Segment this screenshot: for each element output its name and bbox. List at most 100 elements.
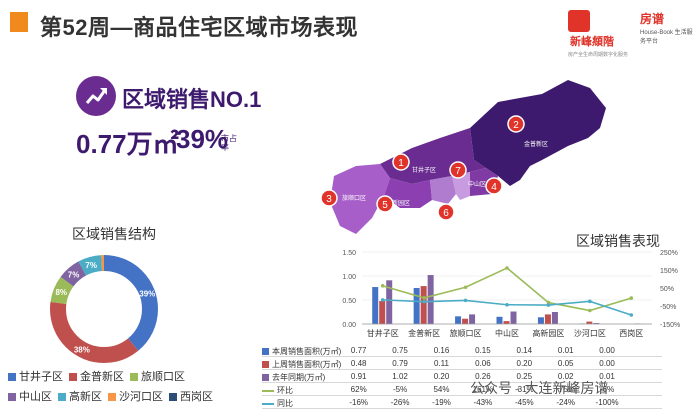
table-cell: -45% (514, 398, 534, 407)
table-cell: 0.20 (433, 372, 450, 381)
y2-axis-tick-label: 250% (660, 250, 678, 257)
donut-data-label: 39% (139, 289, 155, 298)
map-label-lvshun: 旅顺口区 (342, 194, 366, 202)
table-cell: 161% (472, 385, 494, 394)
bar-last-week (503, 321, 510, 324)
table-cell: 0.25 (516, 372, 533, 381)
bar-this-week (455, 316, 462, 324)
donut-legend-item: 沙河口区 (108, 388, 163, 404)
sales-data-table: 本周销售面积(万㎡) 0.77 0.75 0.16 0.15 0.14 0.01 0.00 上周… (262, 344, 662, 409)
table-cell: -26% (390, 398, 410, 407)
table-cell: 0.01 (599, 372, 615, 381)
district-shahekou (430, 176, 456, 204)
line-point (505, 266, 509, 270)
top-district-market-share: 39% (176, 124, 229, 154)
donut-data-label: 7% (85, 261, 97, 270)
brand-logo-text: 新峰頫階 (570, 35, 614, 48)
y2-axis-tick-label: 150% (660, 268, 678, 275)
brand-logo-housebook: 房谱 House-Book 生活服务平台 (640, 10, 696, 45)
legend-swatch (69, 373, 77, 382)
legend-swatch (8, 373, 16, 382)
svg-text:2: 2 (513, 120, 519, 131)
table-row-label: 去年同期(万㎡) (262, 372, 362, 383)
legend-swatch (58, 393, 66, 402)
line-point (422, 299, 426, 304)
line-point (380, 298, 385, 302)
donut-legend-item: 甘井子区 (8, 368, 63, 384)
district-gaoxin (384, 178, 432, 208)
donut-slice (50, 255, 158, 363)
table-cell: -31% (514, 385, 534, 394)
table-row: 去年同期(万㎡) 0.91 1.02 0.20 0.26 0.25 0.02 0.01 (262, 370, 662, 383)
legend-label: 高新区 (69, 391, 102, 403)
bar-this-week (496, 316, 503, 324)
table-cell: 0.14 (516, 346, 533, 355)
legend-label: 旅顺口区 (141, 371, 185, 383)
table-cell: -75% (556, 385, 576, 394)
line-point (380, 284, 385, 288)
line-point (629, 296, 634, 300)
table-cell: 1.02 (392, 372, 408, 381)
rank-marker-7: 7 (449, 161, 467, 179)
sales-performance-chart: 0.00 0.50 1.00 1.50 -150% -50% 50% 150% 250% 甘井子区… (342, 250, 680, 338)
legend-label: 西岗区 (180, 391, 213, 403)
donut-legend-item: 西岗区 (169, 388, 213, 404)
table-cell: -6% (599, 385, 615, 394)
brand-logo-xinfeng: 新峰頫階 房产全生命周期数字化服务 (568, 10, 632, 58)
legend-label: 中山区 (19, 391, 52, 403)
y2-axis-tick-label: -50% (660, 304, 676, 311)
donut-data-label: 7% (68, 270, 80, 279)
table-row-label: 上周销售面积(万㎡) (262, 359, 362, 370)
rank-title: 区域销售NO.1 (122, 87, 262, 112)
bar-last-week (586, 321, 593, 324)
legend-swatch (130, 373, 138, 382)
y-axis-tick-label: 1.00 (342, 274, 356, 281)
bar-last-week (420, 286, 427, 324)
rank-marker-6: 6 (437, 203, 455, 221)
table-row-label-text: 同比 (277, 399, 293, 408)
rank-marker-4: 4 (485, 177, 503, 195)
table-cell: 0.75 (392, 346, 408, 355)
table-cell: 0.16 (433, 346, 450, 355)
x-axis-category-label: 甘井子区 (367, 328, 399, 338)
rank-marker-1: 1 (392, 153, 410, 171)
bar-last-week (379, 300, 386, 324)
table-row-label: 同比 (262, 398, 362, 409)
table-cell: 0.00 (599, 359, 615, 368)
brand-logo2-subtitle: House-Book 生活服务平台 (640, 30, 693, 45)
rank-marker-5: 5 (376, 195, 394, 213)
y-axis-tick-label: 0.50 (342, 298, 356, 305)
bar-this-week (413, 288, 420, 324)
legend-label: 沙河口区 (119, 391, 163, 403)
table-cell: -100% (595, 398, 619, 407)
table-row-legend-mark (262, 348, 269, 356)
donut-legend: 甘井子区 金普新区 旅顺口区中山区 高新区 沙河口区 西岗区 (8, 368, 228, 408)
y2-axis-tick-label: -150% (660, 322, 680, 329)
donut-slice (50, 255, 158, 363)
table-cell: 0.05 (557, 359, 574, 368)
x-axis-category-label: 沙河口区 (574, 328, 606, 338)
market-share-label: 市占率 (221, 134, 237, 152)
table-row-label: 本周销售面积(万㎡) (262, 346, 362, 357)
y2-axis-tick-label: 50% (660, 286, 674, 293)
table-row: 上周销售面积(万㎡) 0.48 0.79 0.11 0.06 0.20 0.05 0.00 (262, 357, 662, 370)
page-title: 第52周—商品住宅区域市场表现 (40, 15, 358, 40)
line-point (505, 302, 509, 307)
district-xigang (452, 172, 470, 200)
bar-last-year (510, 311, 517, 324)
donut-legend-item: 高新区 (58, 388, 102, 404)
bar-this-week (537, 317, 544, 324)
y-axis-tick-label: 1.50 (342, 250, 356, 257)
table-row-label-text: 上周销售面积(万㎡) (272, 360, 342, 369)
trend-chart-icon (76, 76, 116, 116)
brand-mark-icon (568, 10, 590, 32)
table-row: 环比 62% -5% 54% 161% -31% -75% -6% (262, 383, 662, 396)
rank-marker-2: 2 (507, 115, 525, 133)
table-cell: 62% (350, 385, 367, 394)
table-row-legend-mark (262, 361, 269, 369)
table-cell: 0.91 (350, 372, 367, 381)
table-cell: 54% (433, 385, 450, 394)
line-point (422, 296, 426, 300)
y-axis-tick-label: 0.00 (342, 322, 356, 329)
line-point (588, 308, 592, 313)
